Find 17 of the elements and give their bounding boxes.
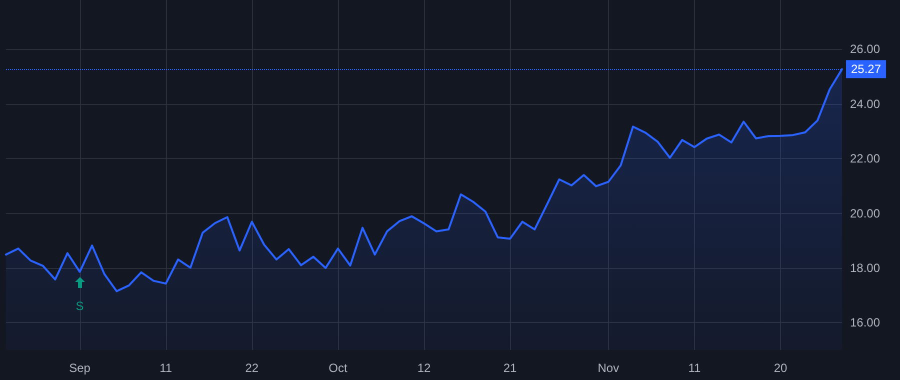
y-tick-label: 26.00: [850, 42, 880, 56]
y-tick-label: 22.00: [850, 152, 880, 166]
x-tick-label: Oct: [328, 361, 348, 375]
ref-line-label: 25.27: [851, 62, 882, 76]
x-tick-label: 11: [688, 361, 702, 375]
x-tick-label: 12: [417, 361, 431, 375]
x-tick-label: 11: [160, 361, 172, 375]
x-tick-label: Nov: [598, 361, 620, 375]
y-tick-label: 16.00: [850, 316, 880, 330]
y-tick-label: 20.00: [850, 206, 880, 220]
y-tick-label: 24.00: [850, 96, 880, 111]
y-tick-label: 18.00: [850, 260, 880, 275]
x-tick-label: 21: [503, 361, 518, 375]
x-tick-label: 20: [774, 361, 788, 375]
x-tick-label: Sep: [69, 361, 91, 375]
annotation: S: [76, 298, 84, 313]
x-tick-label: 22: [245, 361, 259, 375]
